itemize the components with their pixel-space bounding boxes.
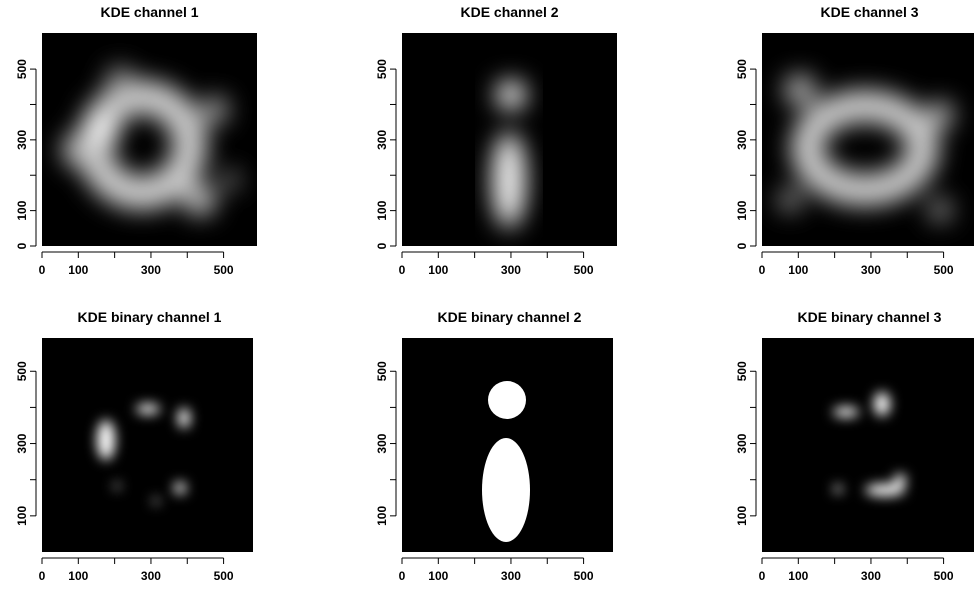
y-tick-label: 500	[15, 361, 29, 381]
chart-title: KDE channel 3	[820, 4, 918, 20]
x-tick-label: 500	[574, 569, 594, 583]
x-tick-label: 0	[39, 569, 46, 583]
figure: KDE channel 1 0 100 300 500 0 100 300 500 KDE cha…	[0, 0, 974, 591]
y-tick-label: 500	[375, 59, 389, 79]
y-tick-label: 300	[375, 130, 389, 150]
y-tick-label: 300	[15, 130, 29, 150]
x-tick-label: 100	[68, 263, 88, 277]
y-tick-label: 100	[375, 506, 389, 526]
y-tick-label: 0	[735, 242, 749, 249]
x-tick-label: 300	[501, 263, 521, 277]
y-tick-label: 100	[15, 200, 29, 220]
y-tick-label: 300	[15, 433, 29, 453]
x-tick-label: 500	[574, 263, 594, 277]
chart-title: KDE binary channel 3	[798, 309, 942, 325]
x-tick-label: 300	[141, 569, 161, 583]
chart-title: KDE binary channel 2	[438, 309, 582, 325]
y-tick-label: 100	[375, 200, 389, 220]
x-tick-label: 500	[934, 569, 954, 583]
x-tick-label: 0	[39, 263, 46, 277]
y-tick-label: 500	[15, 59, 29, 79]
y-tick-label: 500	[735, 361, 749, 381]
x-tick-label: 500	[214, 263, 234, 277]
density-image	[762, 33, 974, 246]
y-tick-label: 300	[735, 130, 749, 150]
y-tick-label: 500	[735, 59, 749, 79]
x-tick-label: 100	[788, 569, 808, 583]
y-tick-label: 300	[375, 433, 389, 453]
binary-image	[42, 338, 257, 552]
y-tick-label: 0	[15, 242, 29, 249]
y-tick-label: 100	[735, 506, 749, 526]
x-tick-label: 0	[759, 263, 766, 277]
x-tick-label: 100	[788, 263, 808, 277]
binary-image	[762, 338, 974, 552]
x-tick-label: 300	[861, 569, 881, 583]
y-tick-label: 100	[735, 200, 749, 220]
density-image	[402, 33, 617, 246]
x-tick-label: 500	[934, 263, 954, 277]
x-tick-label: 500	[214, 569, 234, 583]
chart-title: KDE channel 1	[100, 4, 198, 20]
x-tick-label: 300	[501, 569, 521, 583]
x-tick-label: 0	[759, 569, 766, 583]
x-tick-label: 300	[141, 263, 161, 277]
y-tick-label: 500	[375, 361, 389, 381]
binary-image	[402, 338, 617, 552]
density-image	[42, 33, 257, 246]
x-tick-label: 100	[68, 569, 88, 583]
y-tick-label: 100	[15, 506, 29, 526]
chart-title: KDE channel 2	[460, 4, 558, 20]
x-tick-label: 0	[399, 569, 406, 583]
x-tick-label: 100	[428, 263, 448, 277]
x-tick-label: 0	[399, 263, 406, 277]
chart-title: KDE binary channel 1	[78, 309, 222, 325]
x-tick-label: 300	[861, 263, 881, 277]
y-tick-label: 0	[375, 242, 389, 249]
x-tick-label: 100	[428, 569, 448, 583]
y-tick-label: 300	[735, 433, 749, 453]
